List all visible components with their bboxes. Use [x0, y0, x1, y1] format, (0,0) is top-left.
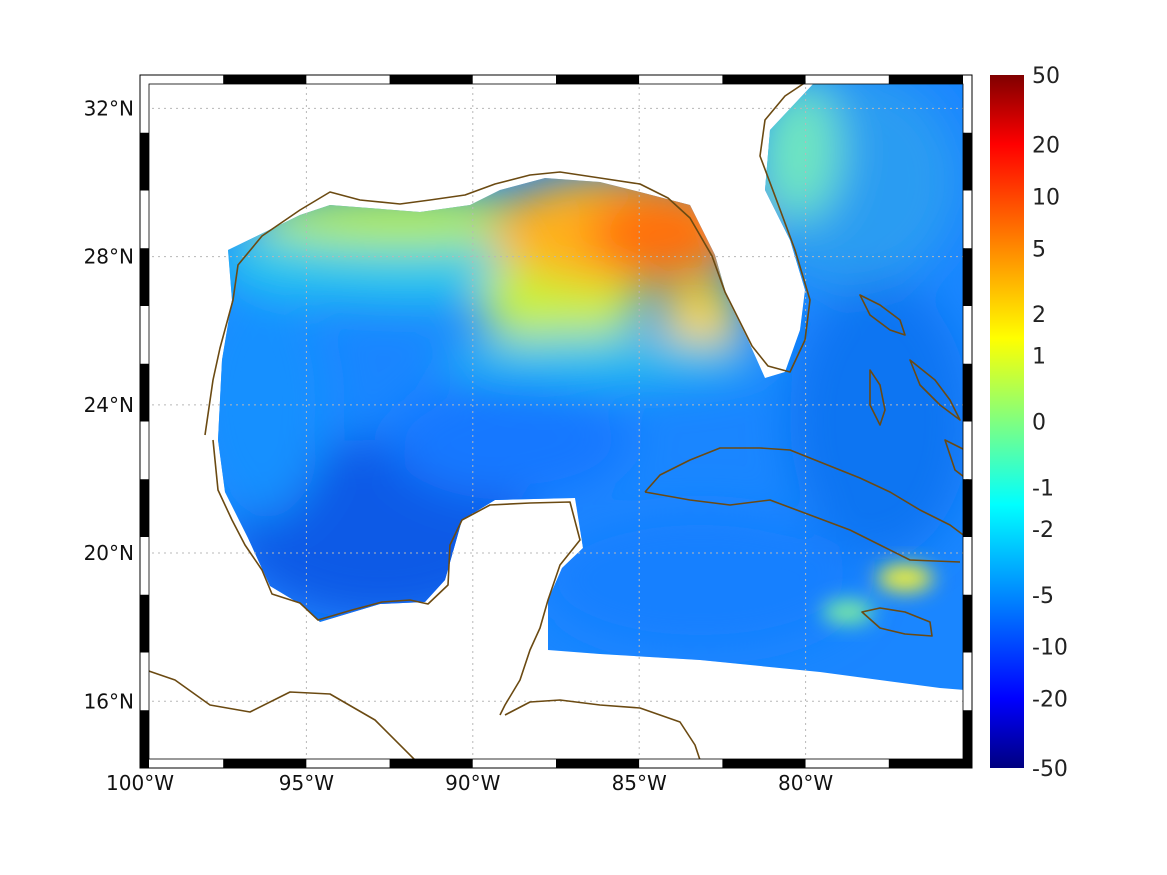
bahamas-coastline: [859, 294, 961, 426]
frame-segment-right-9: [963, 594, 972, 653]
colorbar-gradient: [990, 75, 1024, 768]
mexico-gulf-coast: [204, 75, 816, 436]
sea-level-anomaly-field: [218, 82, 965, 690]
colorbar-tick-label-12: -50: [1032, 757, 1068, 782]
lat-tick-label-1: 28°N: [84, 245, 134, 269]
lon-tick-label-4: 80°W: [778, 771, 833, 795]
colorbar-tick-label-6: 0: [1032, 411, 1046, 436]
frame-segment-left-4: [140, 306, 149, 364]
colorbar-tick-label-0: 50: [1032, 64, 1060, 89]
jamaica-coastline: [861, 607, 933, 637]
frame-outline: [139, 74, 973, 769]
lon-tick-label-3: 85°W: [612, 771, 667, 795]
frame-segment-top-3: [389, 75, 473, 84]
lat-tick-label-2: 24°N: [84, 393, 134, 417]
us-gulf-coastline: [139, 667, 421, 766]
frame-segment-bottom-7: [722, 759, 806, 768]
frame-segment-left-2: [140, 190, 149, 249]
frame-segment-top-9: [888, 75, 972, 84]
map-gridlines: [140, 75, 972, 768]
frame-segment-bottom-6: [639, 759, 723, 768]
frame-segment-top-6: [639, 75, 723, 84]
colorbar-tick-label-1: 20: [1032, 133, 1060, 158]
frame-segment-bottom-4: [472, 759, 556, 768]
lon-tick-label-2: 90°W: [445, 771, 500, 795]
frame-segment-left-5: [140, 363, 149, 422]
coastline-layer: [139, 75, 971, 766]
lon-tick-label-0: 100°W: [106, 771, 174, 795]
frame-segment-left-7: [140, 479, 149, 537]
frame-segment-left-0: [140, 75, 149, 133]
frame-segment-right-6: [963, 421, 972, 480]
central-america-coast: [504, 699, 701, 761]
frame-inner-outline: [148, 83, 964, 760]
frame-segment-top-2: [306, 75, 390, 84]
colorbar-tick-label-10: -10: [1032, 636, 1068, 661]
frame-segment-right-3: [963, 248, 972, 306]
lat-tick-label-4: 16°N: [84, 689, 134, 713]
frame-segment-top-8: [805, 75, 889, 84]
frame-segment-left-3: [140, 248, 149, 306]
frame-segment-top-4: [472, 75, 556, 84]
frame-segment-bottom-1: [223, 759, 307, 768]
frame-segment-bottom-2: [306, 759, 390, 768]
frame-segment-bottom-8: [805, 759, 889, 768]
frame-segment-bottom-9: [888, 759, 972, 768]
frame-segment-bottom-3: [389, 759, 473, 768]
colorbar-tick-label-5: 1: [1032, 345, 1046, 370]
frame-segment-right-11: [963, 710, 972, 768]
frame-segment-left-10: [140, 652, 149, 711]
colorbar-tick-label-9: -5: [1032, 584, 1054, 609]
frame-segment-right-0: [963, 75, 972, 133]
frame-segment-left-8: [140, 537, 149, 595]
frame-segment-top-7: [722, 75, 806, 84]
frame-segment-right-5: [963, 363, 972, 422]
frame-segment-top-1: [223, 75, 307, 84]
colorbar-tick-label-4: 2: [1032, 303, 1046, 328]
cuba-coastline: [644, 447, 971, 563]
frame-segment-right-1: [963, 132, 972, 191]
lat-tick-label-3: 20°N: [84, 541, 134, 565]
frame-segment-right-4: [963, 306, 972, 364]
frame-segment-right-8: [963, 537, 972, 595]
colorbar-tick-label-11: -20: [1032, 688, 1068, 713]
frame-segment-right-10: [963, 652, 972, 711]
lon-tick-label-1: 95°W: [279, 771, 334, 795]
colorbar-tick-label-8: -2: [1032, 518, 1054, 543]
frame-segment-left-11: [140, 710, 149, 768]
longitude-tick-labels: 100°W 95°W 90°W 85°W 80°W: [106, 771, 833, 795]
colorbar-tick-label-7: -1: [1032, 476, 1054, 501]
frame-segment-top-0: [140, 75, 224, 84]
colorbar-tick-label-2: 10: [1032, 185, 1060, 210]
mexico-west-coast: [212, 439, 581, 716]
frame-segment-left-6: [140, 421, 149, 480]
frame-segment-bottom-0: [140, 759, 224, 768]
map-frame: [139, 74, 973, 769]
latitude-tick-labels: 32°N 28°N 24°N 20°N 16°N: [84, 96, 134, 713]
colorbar-tick-label-3: 5: [1032, 237, 1046, 262]
frame-segment-left-1: [140, 132, 149, 191]
frame-segment-left-9: [140, 594, 149, 653]
frame-segment-bottom-5: [556, 759, 640, 768]
frame-segment-top-5: [556, 75, 640, 84]
frame-segment-right-7: [963, 479, 972, 537]
frame-segment-right-2: [963, 190, 972, 249]
lat-tick-label-0: 32°N: [84, 96, 134, 120]
